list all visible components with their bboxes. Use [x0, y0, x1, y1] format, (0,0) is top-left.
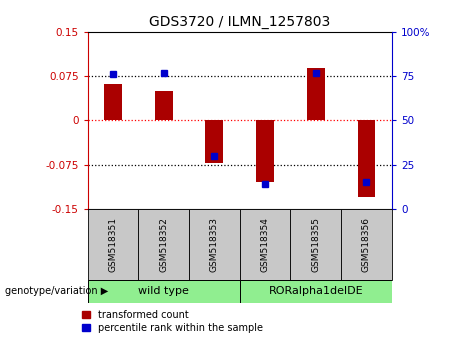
FancyBboxPatch shape [138, 209, 189, 280]
Text: GSM518356: GSM518356 [362, 217, 371, 272]
FancyBboxPatch shape [290, 209, 341, 280]
Title: GDS3720 / ILMN_1257803: GDS3720 / ILMN_1257803 [149, 16, 331, 29]
Text: GSM518355: GSM518355 [311, 217, 320, 272]
FancyBboxPatch shape [341, 209, 392, 280]
Text: wild type: wild type [138, 286, 189, 296]
Bar [104, 84, 122, 120]
FancyBboxPatch shape [240, 209, 290, 280]
FancyBboxPatch shape [88, 209, 138, 280]
Text: GSM518352: GSM518352 [159, 217, 168, 272]
FancyBboxPatch shape [240, 280, 392, 303]
Bar [307, 68, 325, 120]
Bar [256, 120, 274, 182]
Text: genotype/variation ▶: genotype/variation ▶ [5, 286, 108, 296]
FancyBboxPatch shape [189, 209, 240, 280]
Text: GSM518353: GSM518353 [210, 217, 219, 272]
Bar [206, 120, 223, 163]
FancyBboxPatch shape [88, 280, 240, 303]
Bar [155, 91, 172, 120]
Text: GSM518351: GSM518351 [108, 217, 118, 272]
Text: RORalpha1delDE: RORalpha1delDE [268, 286, 363, 296]
Bar [358, 120, 375, 197]
Text: GSM518354: GSM518354 [260, 217, 270, 272]
Legend: transformed count, percentile rank within the sample: transformed count, percentile rank withi… [78, 306, 267, 337]
